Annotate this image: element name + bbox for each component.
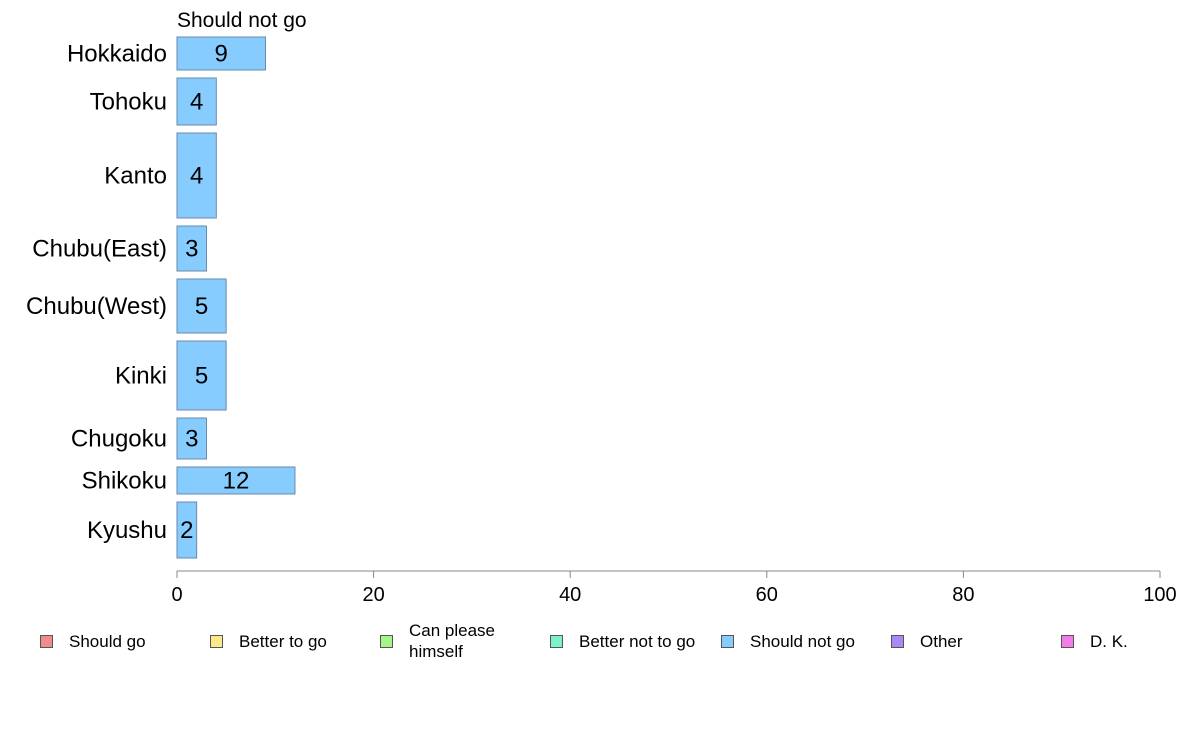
x-tick-label: 100 (1143, 584, 1176, 606)
legend-swatch (40, 634, 53, 648)
bar-value-label: 3 (185, 236, 198, 263)
legend: Should go Better to go Can please himself B… (0, 618, 1188, 668)
category-label: Kyushu (87, 517, 167, 544)
bar-chubu-west (176, 278, 227, 334)
category-label: Chugoku (71, 426, 167, 453)
legend-label: Should go (69, 631, 146, 651)
legend-item: Can please himself (380, 618, 509, 664)
legend-item: Other (891, 618, 1050, 664)
legend-item: Better not to go (550, 618, 709, 664)
category-label: Kanto (104, 163, 167, 190)
bar-value-label: 9 (215, 41, 228, 68)
category-labels: Hokkaido Tohoku Kanto Chubu(East) Chubu(West… (26, 41, 167, 545)
bar-value-label: 4 (190, 89, 203, 116)
bar-kyushu (176, 501, 198, 559)
x-tick-label: 20 (362, 584, 384, 606)
category-label: Tohoku (90, 89, 167, 116)
legend-swatch (210, 634, 223, 648)
bar-tohoku (176, 77, 217, 126)
category-label: Hokkaido (67, 41, 167, 68)
legend-item: Should not go (721, 618, 880, 664)
category-label: Shikoku (82, 468, 167, 495)
bar-value-label: 2 (180, 517, 193, 544)
bar-value-label: 3 (185, 426, 198, 453)
legend-swatch (380, 634, 393, 648)
legend-item: D. K. (1061, 618, 1188, 664)
legend-label: Better to go (239, 631, 327, 651)
legend-label: Other (920, 631, 963, 651)
bar-kinki (176, 340, 227, 411)
legend-label: Better not to go (579, 631, 696, 651)
category-label: Kinki (115, 363, 167, 390)
bar-kanto (176, 132, 217, 219)
category-label: Chubu(East) (32, 236, 167, 263)
bar-chubu-east (176, 225, 207, 272)
legend-label: D. K. (1090, 631, 1128, 651)
bar-shikoku (176, 466, 296, 495)
bar-chugoku (176, 417, 207, 460)
chart-title: Should not go (177, 9, 307, 32)
legend-swatch (1061, 634, 1074, 648)
legend-item: Better to go (210, 618, 369, 664)
x-tick-label: 0 (171, 584, 182, 606)
legend-swatch (891, 634, 904, 648)
x-tick-label: 60 (756, 584, 778, 606)
bar-hokkaido (176, 36, 266, 71)
bar-value-label: 5 (195, 363, 208, 390)
bar-value-label: 5 (195, 293, 208, 320)
legend-label: Should not go (750, 631, 855, 651)
bar-value-label: 4 (190, 163, 203, 190)
legend-swatch (721, 634, 734, 648)
legend-label: Can please himself (409, 621, 496, 661)
legend-swatch (550, 634, 563, 648)
legend-item: Should go (40, 618, 199, 664)
category-label: Chubu(West) (26, 293, 167, 320)
bar-value-label: 12 (223, 468, 250, 495)
x-axis: 0 20 40 60 80 100 (171, 570, 1177, 606)
x-tick-label: 40 (559, 584, 581, 606)
x-tick-label: 80 (952, 584, 974, 606)
